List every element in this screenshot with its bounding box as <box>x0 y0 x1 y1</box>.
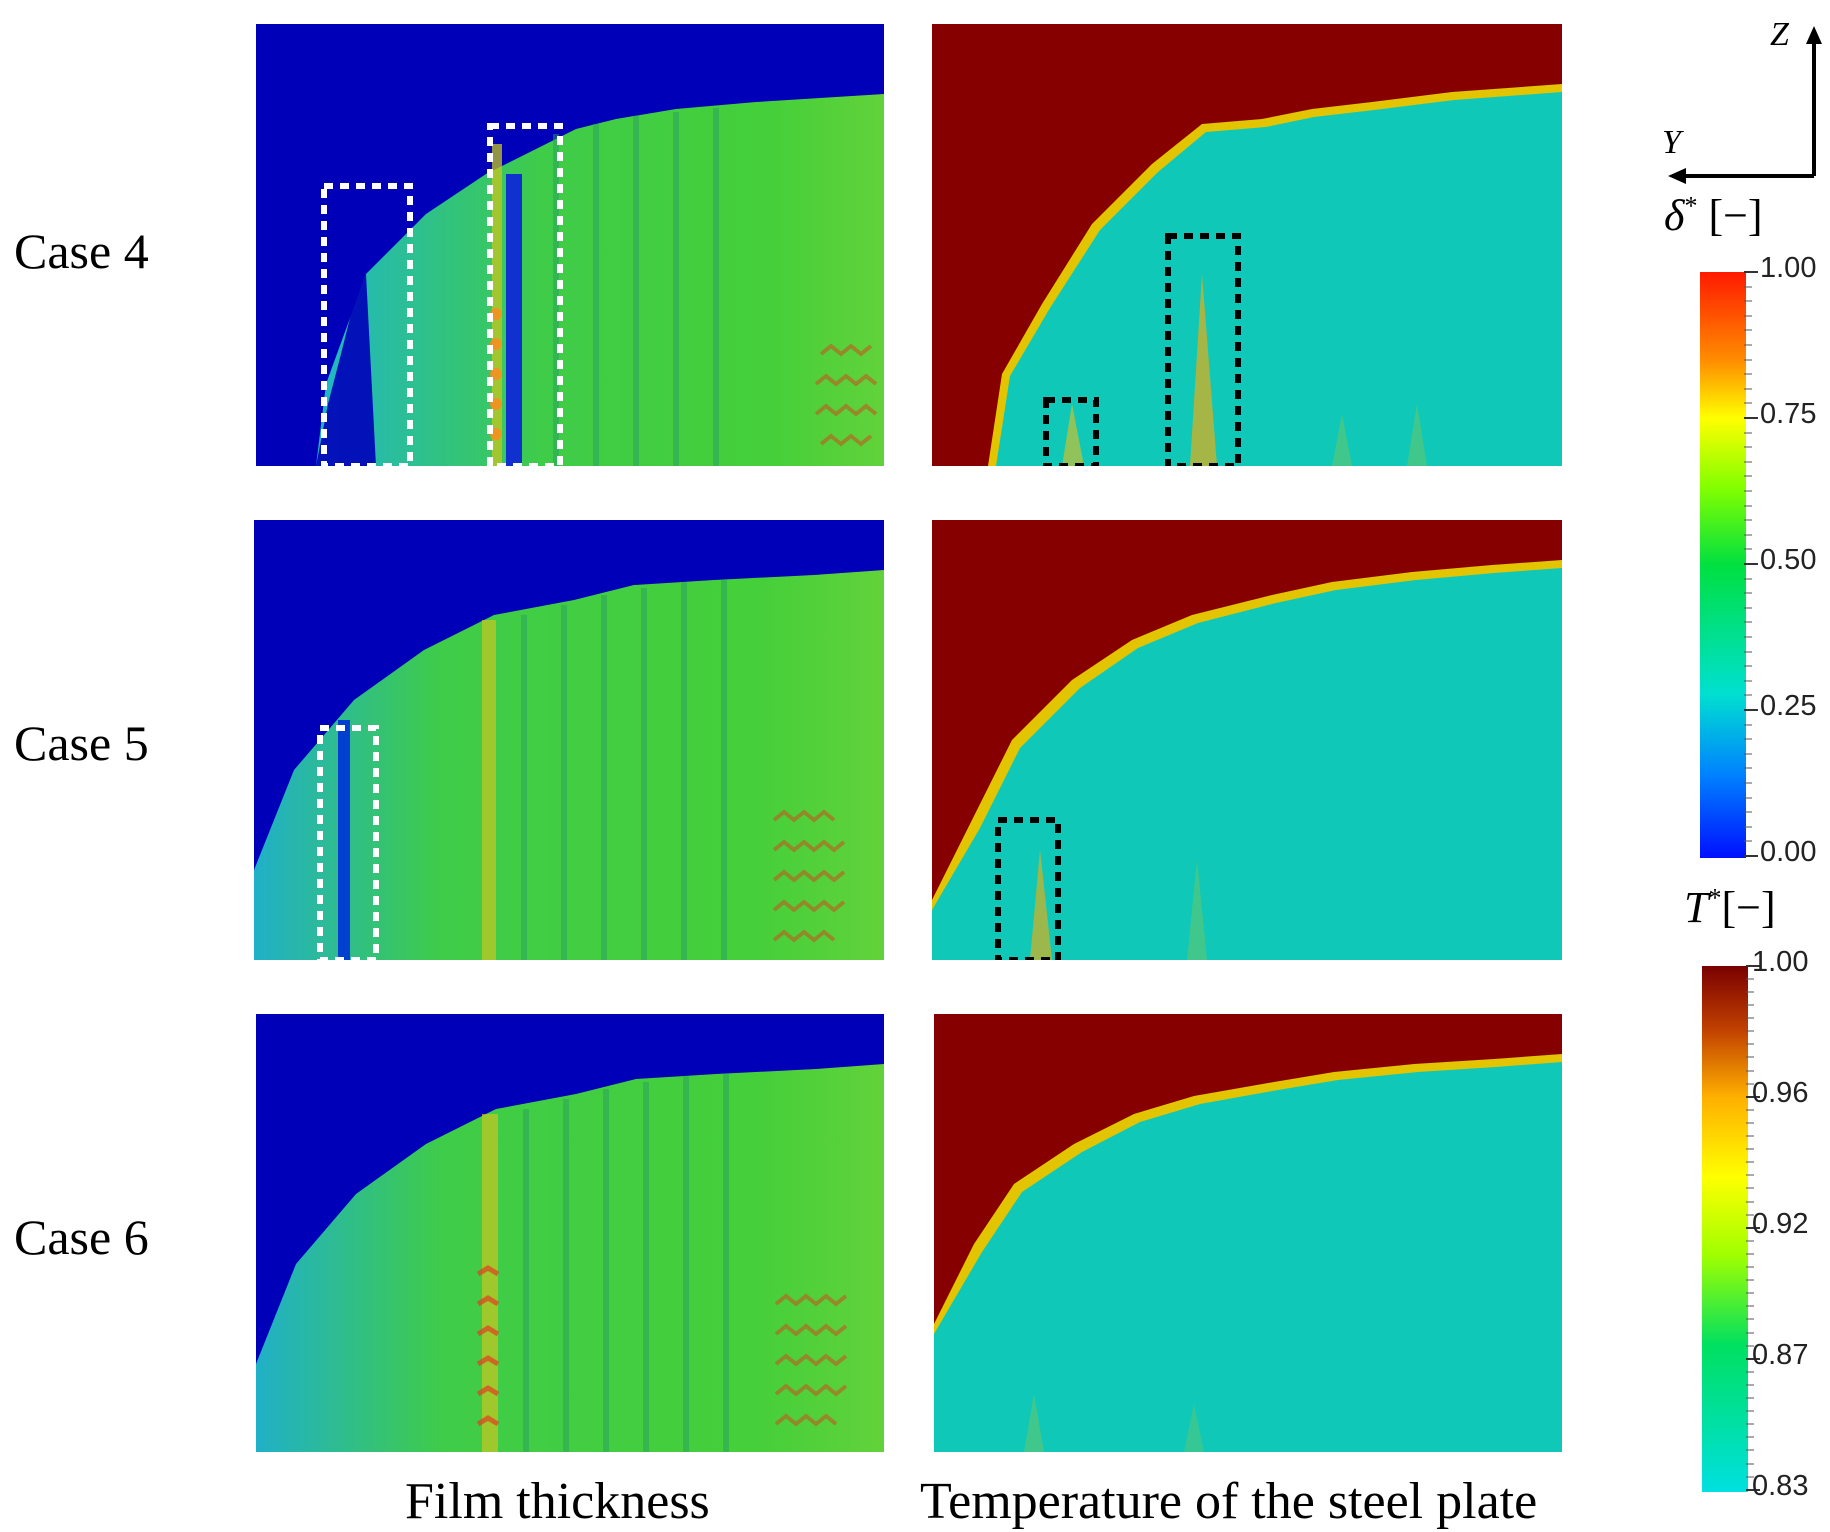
z-arrow-icon <box>1806 26 1822 44</box>
film-thickness-panel-case-5 <box>254 520 884 960</box>
temp-colorbar-symbol: T <box>1684 883 1709 932</box>
film-colorbar-unit: [−] <box>1697 191 1763 240</box>
axis-indicator: Z Y <box>1650 10 1830 190</box>
temp-tick-label: 0.87 <box>1752 1339 1809 1371</box>
film-tick-label: 0.50 <box>1760 544 1817 576</box>
row-label-case-5: Case 5 <box>14 715 149 771</box>
film-tick-label: 1.00 <box>1760 252 1817 284</box>
highlight-box <box>1043 397 1099 466</box>
temperature-colorbar <box>1702 966 1748 1492</box>
film-colorbar-sup: * <box>1684 191 1698 221</box>
highlight-box <box>487 123 563 466</box>
temperature-panel-case-4 <box>932 24 1562 466</box>
temp-tick-label: 0.83 <box>1752 1470 1809 1502</box>
row-label-case-6: Case 6 <box>14 1209 149 1265</box>
film-colorbar-ticks <box>1744 271 1758 857</box>
column-label-film-thickness: Film thickness <box>405 1473 710 1530</box>
z-axis-label: Z <box>1770 16 1789 53</box>
film-tick-label: 0.00 <box>1760 836 1817 868</box>
film-region <box>316 94 884 466</box>
film-colorbar-title: δ* [−] <box>1664 190 1763 241</box>
y-arrow-icon <box>1668 168 1686 184</box>
film-colorbar-symbol: δ <box>1664 191 1685 240</box>
film-tick-label: 0.25 <box>1760 690 1817 722</box>
film-thickness-panel-case-4 <box>256 24 884 466</box>
temp-colorbar-title: T*[−] <box>1684 882 1776 933</box>
temp-colorbar-unit: [−] <box>1721 883 1776 932</box>
temp-tick-label: 1.00 <box>1752 946 1809 978</box>
temp-tick-label: 0.92 <box>1752 1208 1809 1240</box>
column-label-temperature: Temperature of the steel plate <box>920 1473 1538 1530</box>
y-axis-label: Y <box>1662 124 1681 161</box>
film-thickness-panel-case-6 <box>256 1014 884 1452</box>
temperature-panel-case-5 <box>932 520 1562 960</box>
temp-cool-region <box>996 92 1562 466</box>
temperature-panel-case-6 <box>934 1014 1562 1452</box>
temp-cool-region <box>934 1062 1562 1452</box>
highlight-box <box>321 183 413 466</box>
film-colorbar <box>1700 272 1746 858</box>
highlight-box <box>995 817 1061 960</box>
temp-tick-label: 0.96 <box>1752 1077 1809 1109</box>
temp-colorbar-ticks <box>1746 965 1760 1491</box>
row-label-case-4: Case 4 <box>14 223 149 279</box>
highlight-box <box>1165 233 1241 466</box>
temp-cool-region <box>932 568 1562 960</box>
temp-colorbar-sup: * <box>1708 883 1722 913</box>
film-tick-label: 0.75 <box>1760 398 1817 430</box>
